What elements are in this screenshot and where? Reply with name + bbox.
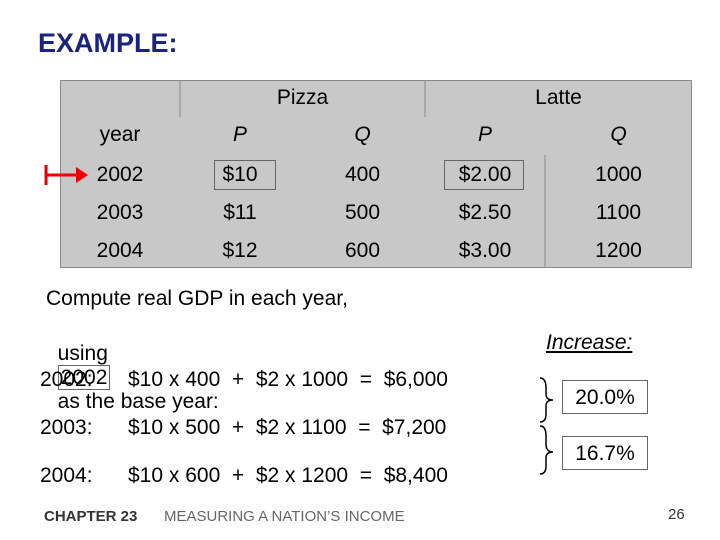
- group-header: Latte: [535, 86, 582, 109]
- footer-topic: MEASURING A NATION’S INCOME: [164, 508, 405, 525]
- computation-formula: $10 x 500 + $2 x 1100 = $7,200: [128, 416, 447, 439]
- brace: [539, 425, 554, 475]
- column-header: P: [232, 123, 247, 146]
- column-header: P: [477, 123, 492, 146]
- footer-chapter: CHAPTER 23: [44, 508, 138, 525]
- table-cell: $3.00: [458, 239, 512, 262]
- prompt-text: Compute real GDP in each year,: [46, 287, 348, 310]
- table-cell: $12: [222, 239, 258, 262]
- brace: [539, 377, 554, 423]
- page-number: 26: [668, 506, 685, 523]
- increase-label: Increase:: [546, 331, 633, 354]
- computation-year: 2002:: [40, 368, 93, 391]
- table-cell: 500: [344, 201, 381, 224]
- table-cell: $2.50: [458, 201, 512, 224]
- base-year: 2002: [57, 365, 111, 390]
- table-cell: 2002: [96, 163, 144, 186]
- slide-title: EXAMPLE:: [38, 28, 178, 58]
- data-table: [60, 80, 692, 268]
- table-cell: $10: [222, 163, 258, 186]
- prompt-text: using: [57, 342, 108, 365]
- table-cell: 1100: [595, 201, 642, 224]
- pointer-arrow-head: [76, 167, 88, 183]
- column-header: year: [99, 123, 141, 146]
- increase-value: 16.7%: [562, 436, 648, 470]
- highlight-box: [444, 160, 524, 190]
- computation-year: 2003:: [40, 416, 93, 439]
- table-cell: 1200: [595, 239, 642, 262]
- increase-value: 20.0%: [562, 380, 648, 414]
- table-cell: 600: [344, 239, 381, 262]
- table-cell: 2004: [96, 239, 144, 262]
- table-cell: 400: [344, 163, 381, 186]
- prompt-text: as the base year:: [57, 390, 219, 413]
- table-cell: $11: [223, 201, 257, 224]
- table-cell: 2003: [96, 201, 144, 224]
- table-cell: $2.00: [458, 163, 512, 186]
- table-cell: 1000: [595, 163, 642, 186]
- group-header: Pizza: [276, 86, 329, 109]
- computation-formula: $10 x 600 + $2 x 1200 = $8,400: [128, 464, 448, 487]
- prompt-text: using 2002 as the base year:: [46, 318, 219, 414]
- highlight-box: [214, 160, 276, 190]
- column-header: Q: [610, 123, 627, 146]
- column-header: Q: [354, 123, 371, 146]
- computation-formula: $10 x 400 + $2 x 1000 = $6,000: [128, 368, 448, 391]
- computation-year: 2004:: [40, 464, 93, 487]
